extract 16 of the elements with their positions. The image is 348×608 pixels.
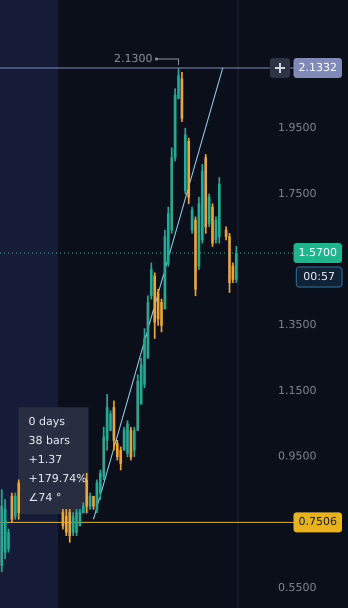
ref-line-label: 0.7506 (298, 515, 338, 528)
y-tick-label: 1.7500 (278, 186, 316, 200)
annotation: 38 bars (28, 434, 70, 448)
annotation: 2.1300 (114, 52, 152, 65)
y-tick-label: 1.3500 (278, 318, 316, 332)
ref-line-label: 1.5700 (298, 246, 338, 259)
text: 00:57 (303, 270, 335, 283)
annotation: 0 days (28, 415, 66, 428)
annotation: ∠74 ° (28, 491, 62, 504)
y-tick-label: 1.9500 (278, 121, 316, 134)
ref-line-label: 2.1332 (298, 60, 338, 74)
y-tick-label: 1.1500 (278, 384, 316, 397)
y-tick-label: 0.5500 (278, 581, 316, 594)
annotation: +1.37 (28, 453, 62, 466)
y-tick-label: 0.9500 (278, 450, 316, 463)
annotation: +179.74% (28, 472, 87, 486)
